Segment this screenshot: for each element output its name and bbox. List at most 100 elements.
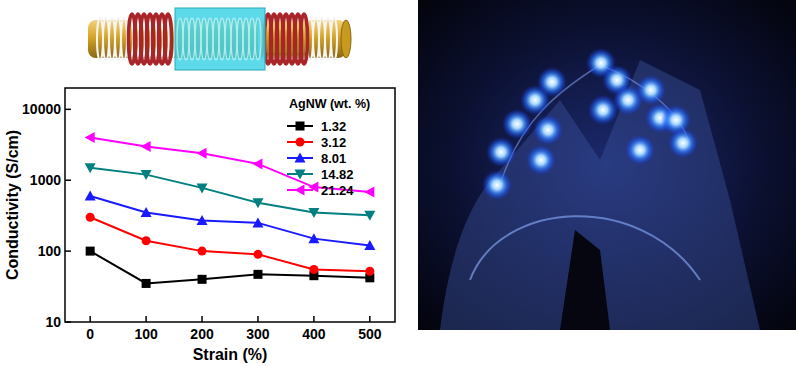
fiber-end [341, 20, 351, 58]
data-point [86, 247, 95, 256]
y-tick [65, 179, 71, 181]
y-tick-label: 10 [45, 314, 61, 330]
sleeve-coil [243, 18, 249, 60]
data-point [364, 240, 375, 250]
x-tick [145, 316, 147, 322]
data-point [86, 213, 95, 222]
series-line [90, 168, 370, 216]
data-point [197, 148, 207, 159]
data-point [253, 270, 262, 279]
data-point [198, 247, 207, 256]
data-point [142, 279, 151, 288]
photo-background [418, 0, 796, 330]
legend-label: 3.12 [321, 135, 346, 150]
led [486, 137, 516, 167]
data-point [142, 236, 151, 245]
sleeve-coil [207, 18, 213, 60]
x-tick-label: 200 [190, 326, 214, 342]
x-axis-label: Strain (%) [193, 346, 268, 363]
x-tick [201, 316, 203, 322]
sleeve [175, 8, 265, 70]
led [537, 67, 567, 97]
data-point [308, 208, 319, 218]
legend-marker [295, 185, 305, 196]
legend-label: 21.24 [321, 183, 354, 198]
led [502, 109, 532, 139]
data-point [252, 198, 263, 208]
data-point [198, 275, 207, 284]
data-point [252, 158, 262, 169]
red-coil [165, 14, 172, 64]
data-point [141, 170, 152, 180]
data-point [197, 215, 208, 225]
x-tick-label: 300 [246, 326, 270, 342]
data-point [197, 183, 208, 193]
series-line [90, 196, 370, 246]
sleeve-coil [201, 18, 207, 60]
legend: AgNW (wt. %) 1.323.128.0114.8221.24 [287, 97, 370, 198]
x-tick-label: 500 [358, 326, 382, 342]
y-axis-label: Conductivity (S/cm) [4, 130, 21, 280]
led [526, 145, 556, 175]
x-tick [313, 316, 315, 322]
legend-marker [296, 122, 305, 131]
sleeve-coil [249, 18, 255, 60]
data-point [85, 132, 95, 143]
red-coil [301, 14, 308, 64]
y-tick [65, 250, 71, 252]
legend-marker [296, 138, 305, 147]
background [0, 0, 796, 366]
sleeve-coil [231, 18, 237, 60]
data-point [141, 141, 151, 152]
fiber-schematic [88, 8, 351, 70]
legend-title: AgNW (wt. %) [289, 97, 370, 111]
series-line [90, 251, 370, 283]
sleeve-coil [237, 18, 243, 60]
data-point [252, 217, 263, 227]
chart: 101001000100000100200300400500Strain (%)… [4, 88, 395, 363]
legend-label: 8.01 [321, 151, 346, 166]
data-point [85, 163, 96, 173]
sleeve-coil [189, 18, 195, 60]
sleeve-coil [225, 18, 231, 60]
y-tick-label: 100 [38, 243, 62, 259]
data-point [365, 267, 374, 276]
series-line [90, 217, 370, 271]
legend-marker [295, 170, 306, 180]
led [625, 135, 655, 165]
sleeve-coil [177, 18, 183, 60]
legend-marker [295, 153, 306, 163]
x-tick [257, 316, 259, 322]
sleeve-coil [255, 18, 261, 60]
x-tick [369, 316, 371, 322]
y-tick-label: 10000 [22, 101, 61, 117]
sleeve-coil [219, 18, 225, 60]
y-tick [65, 109, 71, 111]
data-point [253, 250, 262, 259]
data-point [85, 190, 96, 200]
y-tick-label: 1000 [30, 172, 61, 188]
x-tick-label: 100 [134, 326, 158, 342]
data-point [364, 187, 374, 198]
x-tick-label: 400 [302, 326, 326, 342]
led [588, 95, 618, 125]
led [482, 170, 512, 200]
legend-label: 14.82 [321, 167, 354, 182]
led [636, 75, 666, 105]
glove [440, 60, 760, 330]
x-tick [89, 316, 91, 322]
figure: 101001000100000100200300400500Strain (%)… [0, 0, 796, 366]
sleeve-coil [183, 18, 189, 60]
wire [500, 65, 690, 185]
glove-gap [560, 230, 610, 330]
data-point [364, 211, 375, 221]
led-glove-photo [418, 0, 796, 330]
silver-coil [331, 18, 337, 60]
led [668, 128, 698, 158]
led [533, 115, 563, 145]
sleeve-coil [195, 18, 201, 60]
legend-label: 1.32 [321, 119, 346, 134]
sleeve-coil [213, 18, 219, 60]
data-point [309, 265, 318, 274]
wire [470, 216, 700, 280]
